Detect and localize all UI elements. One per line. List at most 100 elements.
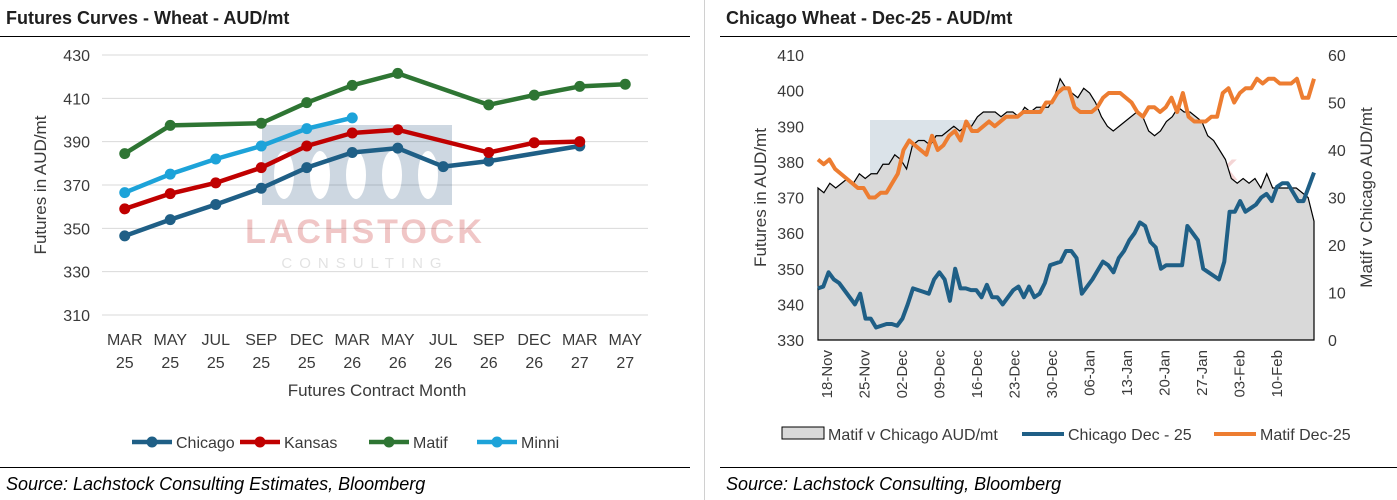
x-tick-label: 13-Jan xyxy=(1119,350,1136,396)
x-tick-label: 25-Nov xyxy=(857,350,874,399)
y-tick-label: 430 xyxy=(63,48,90,65)
data-point-chicago xyxy=(483,155,495,167)
data-point-chicago xyxy=(346,147,358,158)
series-line-minni xyxy=(123,115,353,195)
y-left-tick-label: 330 xyxy=(777,333,804,350)
panel-divider xyxy=(704,0,705,500)
data-point-kansas xyxy=(164,188,176,200)
data-point-matif xyxy=(301,97,313,109)
x-tick-label-month: MAR xyxy=(334,332,370,349)
data-point-minni xyxy=(119,187,131,199)
x-tick-label-month: MAY xyxy=(154,332,188,349)
y-left-tick-label: 410 xyxy=(777,48,804,65)
data-point-matif xyxy=(483,99,495,111)
legend-label: Matif xyxy=(413,435,448,452)
x-tick-label: 09-Dec xyxy=(932,350,949,399)
x-tick-label-year: 25 xyxy=(116,355,134,372)
data-point-kansas xyxy=(346,127,358,139)
x-tick-label-month: DEC xyxy=(290,332,324,349)
y-left-tick-label: 340 xyxy=(777,297,804,314)
y-left-tick-label: 350 xyxy=(777,262,804,279)
legend-swatch-marker xyxy=(254,436,266,448)
x-tick-label-year: 26 xyxy=(343,355,361,372)
y-right-tick-label: 60 xyxy=(1328,48,1346,65)
data-point-kansas xyxy=(119,203,131,215)
x-tick-label: 03-Feb xyxy=(1232,350,1249,398)
data-point-kansas xyxy=(255,162,267,174)
left-title-rule xyxy=(0,36,690,37)
y-axis-title: Futures in AUD/mt xyxy=(31,115,50,254)
y-tick-label: 370 xyxy=(63,178,90,195)
legend-item-matif-dec-25: Matif Dec-25 xyxy=(1214,427,1351,444)
legend-label: Chicago Dec - 25 xyxy=(1068,427,1192,444)
data-point-matif xyxy=(164,119,176,131)
data-point-minni xyxy=(301,123,313,135)
y-right-tick-label: 0 xyxy=(1328,333,1337,350)
data-point-kansas xyxy=(574,136,586,148)
x-tick-label-year: 26 xyxy=(480,355,498,372)
chicago-wheat-panel: Chicago Wheat - Dec-25 - AUD/mt LACHSTOC… xyxy=(720,0,1397,500)
watermark-logo: LACHSTOCK CONSULTING xyxy=(245,125,482,272)
legend-item-matif-v-chicago: Matif v Chicago AUD/mt xyxy=(781,426,998,444)
x-tick-label: 23-Dec xyxy=(1007,350,1024,399)
y-right-tick-label: 50 xyxy=(1328,96,1346,113)
x-tick-label-month: JUL xyxy=(429,332,458,349)
legend-item-minni: Minni xyxy=(477,435,559,452)
legend-label: Kansas xyxy=(284,435,337,452)
data-point-chicago xyxy=(255,182,267,194)
right-source-note: Source: Lachstock Consulting, Bloomberg xyxy=(726,474,1062,494)
x-tick-label-year: 25 xyxy=(161,355,179,372)
data-point-kansas xyxy=(483,147,495,158)
x-tick-label: 16-Dec xyxy=(969,350,986,399)
x-tick-label-month: MAR xyxy=(107,332,143,349)
watermark-wheat-icon xyxy=(274,151,294,199)
data-point-matif xyxy=(528,89,540,101)
x-axis-title: Futures Contract Month xyxy=(288,381,467,400)
data-point-minni xyxy=(210,153,222,165)
watermark-wheat-icon xyxy=(310,151,330,199)
y-right-tick-label: 40 xyxy=(1328,143,1346,160)
x-tick-label-year: 25 xyxy=(252,355,270,372)
left-source-note: Source: Lachstock Consulting Estimates, … xyxy=(6,474,426,494)
x-tick-label: 18-Nov xyxy=(819,350,836,399)
legend-label: Matif v Chicago AUD/mt xyxy=(828,427,998,444)
legend-item-chicago: Chicago xyxy=(132,435,235,452)
legend-swatch-marker xyxy=(383,436,395,448)
series-line-kansas xyxy=(124,127,580,211)
data-point-matif xyxy=(392,67,404,79)
chicago-wheat-chart: LACHSTOCK3303403503603703803904004100102… xyxy=(751,48,1376,444)
y-left-tick-label: 370 xyxy=(777,191,804,208)
legend-swatch-area xyxy=(781,426,825,440)
x-tick-label-month: SEP xyxy=(245,332,277,349)
data-point-minni xyxy=(346,112,358,124)
data-point-chicago xyxy=(164,214,176,226)
x-tick-label-year: 27 xyxy=(571,355,589,372)
data-point-matif xyxy=(346,79,358,91)
area-matif-v-chicago xyxy=(817,77,1315,341)
x-tick-label-year: 26 xyxy=(434,355,452,372)
data-point-matif xyxy=(619,78,631,90)
data-point-minni xyxy=(255,140,267,152)
data-point-kansas xyxy=(210,177,222,189)
x-tick-label: 06-Jan xyxy=(1082,350,1099,396)
x-tick-label-month: SEP xyxy=(473,332,505,349)
y-right-tick-label: 30 xyxy=(1328,191,1346,208)
y-tick-label: 410 xyxy=(63,91,90,108)
futures-curves-panel: Futures Curves - Wheat - AUD/mt 310 330 35… xyxy=(0,0,690,500)
x-tick-label-year: 26 xyxy=(389,355,407,372)
y-tick-label: 330 xyxy=(63,265,90,282)
x-tick-label-month: MAR xyxy=(562,332,598,349)
legend-label: Chicago xyxy=(176,435,235,452)
series-line-matif-dec-25 xyxy=(816,76,1316,200)
y-left-tick-label: 390 xyxy=(777,119,804,136)
y-left-axis-title: Futures in AUD/mt xyxy=(751,128,770,267)
data-point-matif xyxy=(255,117,267,129)
x-tick-label: 02-Dec xyxy=(894,350,911,399)
x-tick-label-year: 25 xyxy=(207,355,225,372)
watermark-wheat-icon xyxy=(346,151,366,199)
x-tick-label-year: 27 xyxy=(616,355,634,372)
right-title-rule xyxy=(720,36,1397,37)
data-point-chicago xyxy=(119,230,131,242)
data-point-matif xyxy=(119,148,131,160)
x-tick-label-month: DEC xyxy=(517,332,551,349)
